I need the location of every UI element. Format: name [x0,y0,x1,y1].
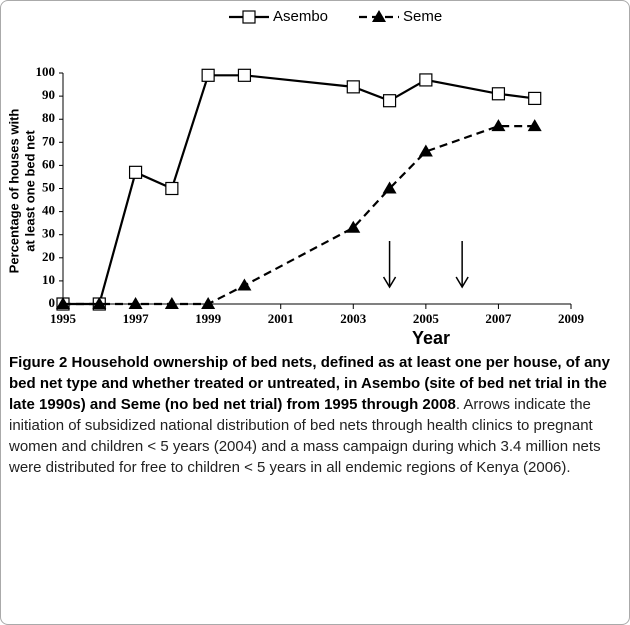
x-axis-label: Year [412,328,450,348]
legend-marker [242,10,256,24]
caption: Figure 2 Household ownership of bed nets… [9,352,621,478]
data-point [165,181,179,196]
y-tick-label: 50 [42,179,55,194]
data-point [164,297,179,309]
chart: Year Percentage of houses with at least … [6,8,585,348]
y-tick-label: 60 [42,156,55,171]
legend-label: Asembo [273,8,328,25]
data-point [528,91,542,106]
data-point [237,278,252,291]
data-point [491,87,506,101]
y-tick-label: 30 [42,226,55,241]
data-point [56,297,70,309]
y-tick-label: 10 [42,272,55,287]
y-axis-label: Percentage of houses with [6,109,21,274]
data-point [237,68,252,82]
x-tick-label: 1997 [123,311,150,326]
y-tick-label: 100 [36,64,56,79]
x-tick-label: 2009 [558,311,585,326]
data-point [491,119,506,132]
x-tick-label: 2003 [340,311,367,326]
data-point [128,165,143,179]
arrow-head [455,276,469,289]
series-line [63,74,535,306]
x-tick-label: 1999 [195,311,222,326]
legend-marker [372,10,386,22]
data-point [346,80,360,94]
y-tick-label: 80 [42,110,55,125]
y-tick-label: 20 [42,249,55,264]
data-point [382,181,397,194]
data-point [419,73,433,87]
y-tick-label: 0 [49,295,56,310]
series-line [63,125,535,306]
data-point [382,94,397,108]
data-point [418,144,433,157]
data-point [201,68,215,82]
legend-label: Seme [403,8,442,25]
x-tick-label: 1995 [50,311,77,326]
data-point [346,220,361,233]
y-tick-label: 70 [42,133,55,148]
caption-title: Figure 2 Household ownership of bed nets… [9,354,610,413]
y-axis-label: at least one bed net [22,130,37,252]
arrow-head [382,276,397,289]
x-tick-label: 2007 [485,311,512,326]
data-point [92,297,107,309]
data-point [128,297,143,309]
y-tick-label: 90 [42,87,55,102]
x-tick-label: 2005 [413,311,440,326]
data-point [527,119,542,132]
caption-text: . Arrows indicate the initiation of subs… [9,396,601,476]
data-point [201,297,216,309]
y-tick-label: 40 [42,203,55,218]
x-tick-label: 2001 [268,311,294,326]
